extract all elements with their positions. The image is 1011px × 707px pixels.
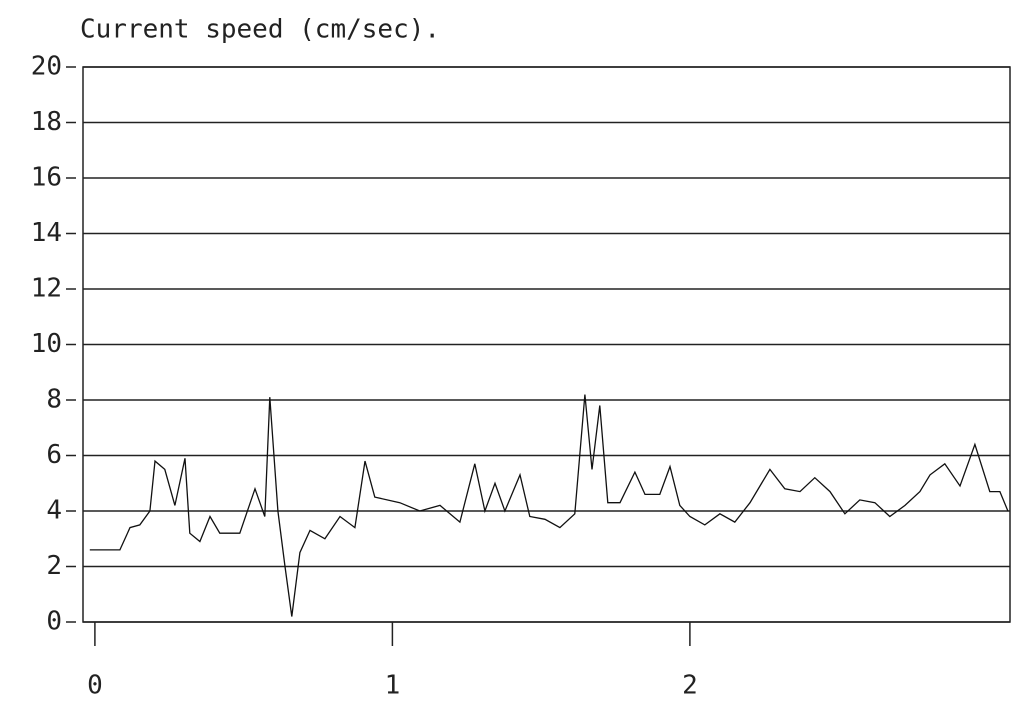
- data-line: [89, 394, 1009, 617]
- chart-title: Current speed (cm/sec).: [80, 15, 440, 45]
- y-tick-label: 14: [31, 218, 62, 248]
- y-tick-label: 2: [46, 551, 62, 581]
- x-tick-label: 2: [682, 671, 698, 701]
- y-tick-label: 10: [31, 329, 62, 359]
- x-tick-label: 1: [385, 671, 401, 701]
- y-tick-label: 16: [31, 163, 62, 193]
- y-tick-label: 6: [46, 440, 62, 470]
- x-tick-label: 0: [87, 671, 103, 701]
- y-tick-label: 12: [31, 274, 62, 304]
- y-tick-label: 0: [46, 607, 62, 637]
- y-tick-label: 18: [31, 107, 62, 137]
- y-tick-label: 8: [46, 385, 62, 415]
- y-tick-label: 20: [31, 52, 62, 82]
- y-tick-label: 4: [46, 496, 62, 526]
